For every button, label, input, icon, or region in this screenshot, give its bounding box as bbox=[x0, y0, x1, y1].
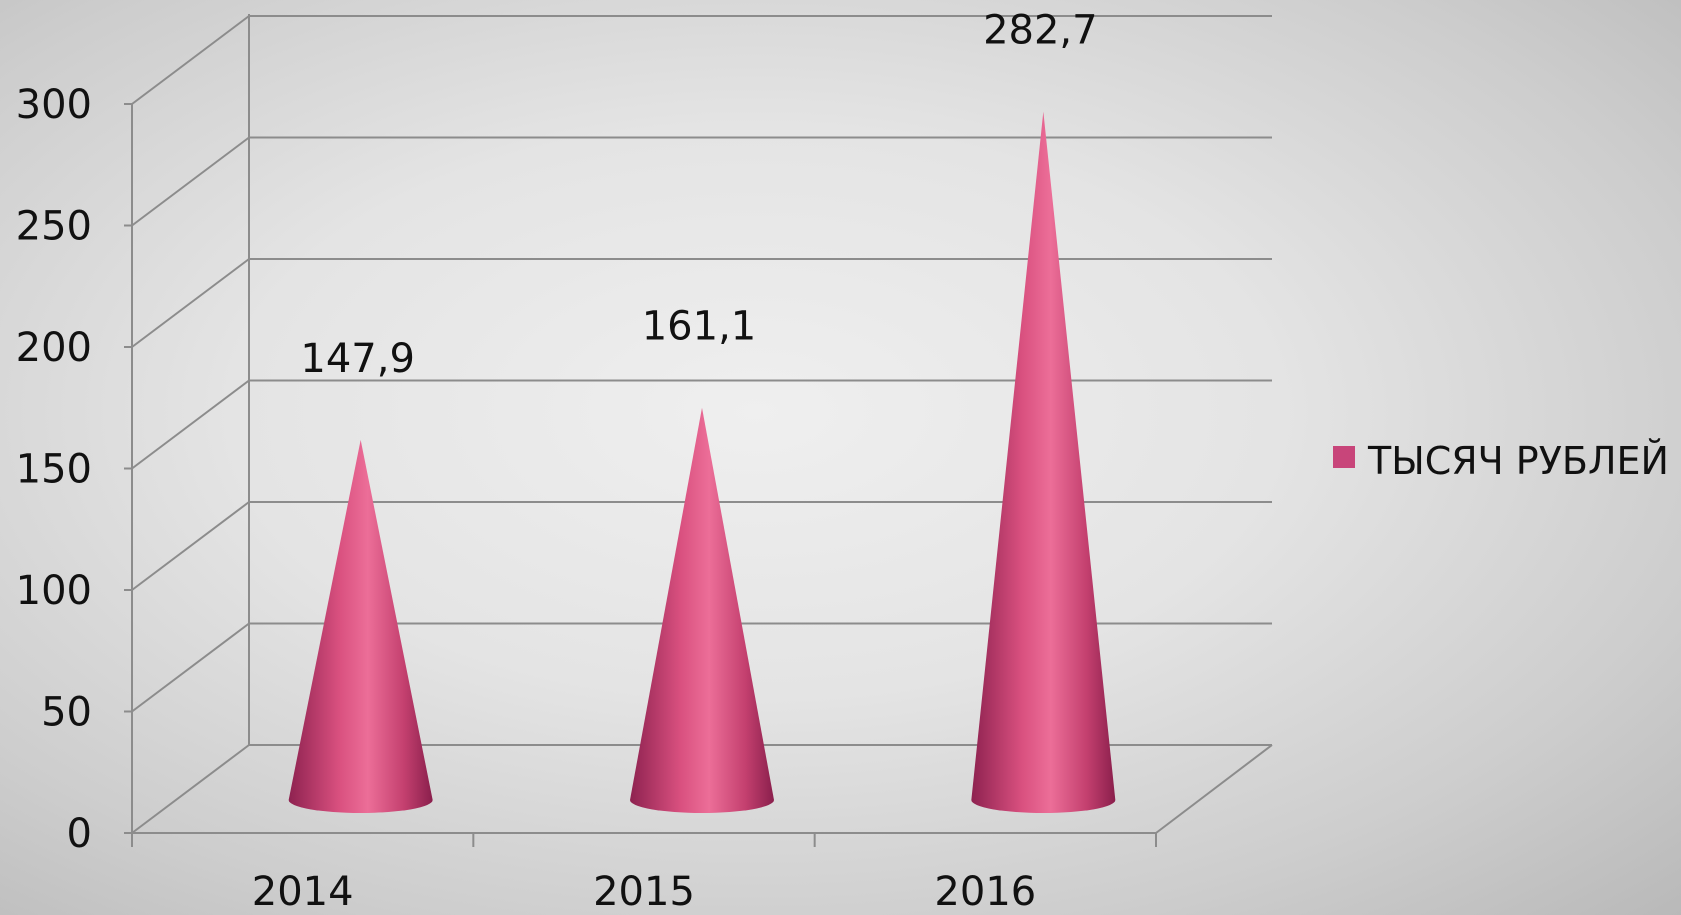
grid-layer bbox=[131, 15, 1272, 834]
gridline-depth bbox=[131, 744, 250, 834]
cone-bar bbox=[971, 111, 1116, 814]
labels-layer: 0 50 100 150 200 250 300 2014 2015 2016 147,9 161,1… bbox=[16, 8, 1098, 915]
gridline-depth bbox=[131, 379, 250, 470]
data-label: 147,9 bbox=[300, 336, 415, 382]
cone-bar bbox=[630, 407, 774, 813]
y-tick-label: 50 bbox=[41, 690, 92, 736]
y-tick-label: 300 bbox=[16, 82, 92, 128]
gridline-depth bbox=[131, 501, 250, 591]
y-tick-label: 200 bbox=[16, 325, 92, 371]
legend: ТЫСЯЧ РУБЛЕЙ bbox=[1333, 439, 1669, 483]
legend-swatch bbox=[1333, 446, 1355, 468]
gridline-depth bbox=[131, 15, 250, 105]
y-tick-label: 250 bbox=[16, 204, 92, 250]
y-tick-label: 0 bbox=[67, 811, 92, 857]
data-label: 282,7 bbox=[983, 8, 1098, 54]
x-tick-label: 2014 bbox=[252, 869, 354, 915]
cone-bar bbox=[288, 439, 433, 813]
gridline-depth bbox=[131, 258, 250, 348]
floor-edge bbox=[1155, 744, 1273, 834]
gridline-depth bbox=[131, 622, 250, 713]
gridline-depth bbox=[131, 136, 250, 227]
data-label: 161,1 bbox=[642, 304, 757, 350]
bars-layer bbox=[288, 111, 1116, 814]
x-tick-label: 2015 bbox=[593, 869, 695, 915]
y-tick-label: 100 bbox=[16, 568, 92, 614]
y-tick-label: 150 bbox=[16, 447, 92, 493]
x-tick-label: 2016 bbox=[934, 869, 1036, 915]
legend-label: ТЫСЯЧ РУБЛЕЙ bbox=[1367, 439, 1669, 483]
axis-layer bbox=[124, 14, 1273, 847]
